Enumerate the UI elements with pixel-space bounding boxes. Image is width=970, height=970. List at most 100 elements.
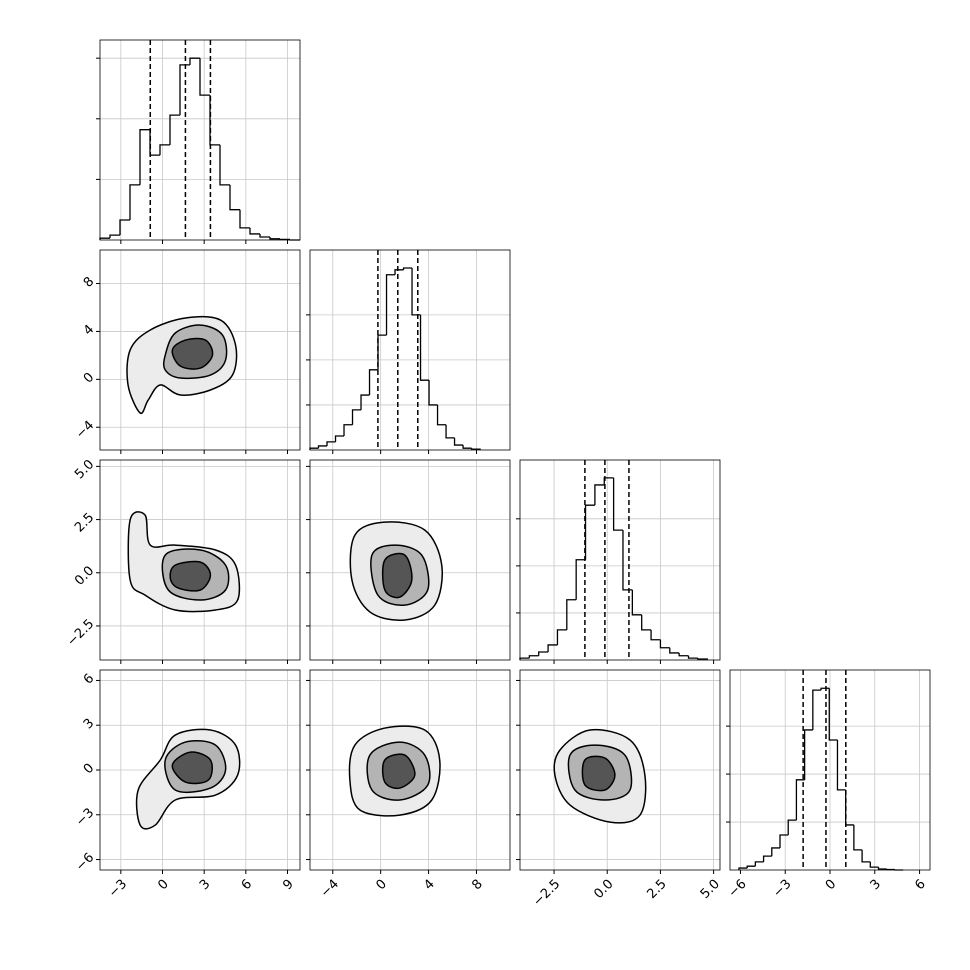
histogram-bin: [687, 655, 698, 659]
panel: [306, 459, 511, 664]
x-tick-label: −4: [318, 877, 342, 901]
histogram-bin: [279, 238, 290, 241]
histogram-bin: [622, 530, 633, 591]
histogram-bin: [641, 614, 652, 631]
panel-frame: [519, 459, 721, 661]
histogram-bin: [612, 477, 623, 531]
contour: [171, 337, 214, 370]
histogram-bin: [877, 867, 887, 870]
panel-frame: [309, 669, 511, 871]
histogram-bin: [820, 687, 830, 691]
histogram-bin: [697, 658, 708, 660]
histogram-bin: [139, 129, 150, 185]
histogram-bin: [326, 441, 336, 446]
panel: −4 0 4 8: [73, 249, 301, 454]
histogram-bin: [343, 424, 353, 437]
histogram-bin: [360, 394, 370, 410]
histogram-bin: [566, 599, 577, 630]
histogram-bin: [853, 824, 863, 851]
histogram-bin: [259, 233, 270, 238]
x-tick-label: 6: [912, 877, 928, 893]
x-tick-label: −2.5: [530, 877, 563, 910]
histogram-bin: [189, 57, 200, 65]
histogram-bin: [738, 867, 748, 870]
histogram-bin: [436, 404, 447, 426]
histogram-bin: [470, 448, 481, 450]
histogram-bin: [109, 234, 120, 239]
panel: −6 −3 0 3 6: [726, 669, 931, 901]
x-tick-label: 5.0: [698, 877, 723, 902]
panel: [96, 39, 301, 244]
y-tick-label: 3: [81, 716, 97, 732]
y-tick-label: 4: [81, 322, 97, 338]
x-tick-label: 4: [421, 877, 437, 893]
histogram-bin: [419, 314, 430, 381]
panel-frame: [309, 459, 511, 661]
histogram-bin: [411, 268, 421, 316]
histogram-bin: [402, 267, 413, 270]
y-tick-label: −4: [73, 418, 97, 442]
x-tick-label: 8: [469, 877, 485, 893]
histogram-bin: [669, 647, 680, 654]
panel-frame: [99, 459, 301, 661]
histogram-bin: [746, 865, 756, 869]
panel: [516, 459, 721, 664]
x-tick-label: −3: [106, 877, 130, 901]
histogram-bin: [779, 834, 789, 848]
histogram-bin: [861, 849, 871, 863]
histogram-bin: [812, 689, 822, 730]
histogram-bin: [159, 144, 170, 156]
histogram-bin: [795, 779, 805, 821]
histogram-bin: [453, 437, 464, 446]
y-tick-label: 0.0: [72, 563, 97, 588]
histogram-bin: [659, 639, 670, 649]
panel-frame: [99, 39, 301, 241]
panel: −3 0 3 6 9 −6 −3 0 3 6: [73, 669, 301, 901]
histogram-bin: [317, 445, 328, 449]
y-tick-label: 0: [81, 370, 97, 386]
histogram-bin: [631, 589, 642, 616]
y-tick-label: 2.5: [72, 510, 97, 535]
x-tick-label: 0.0: [591, 877, 616, 902]
x-tick-label: 0: [373, 877, 389, 893]
histogram-bin: [334, 435, 345, 442]
contour: [581, 755, 616, 792]
histogram-bin: [129, 184, 140, 220]
x-tick-label: 2.5: [644, 877, 669, 902]
histogram-bin: [209, 95, 220, 146]
contour: [381, 552, 413, 599]
panel: −2.5 0.0 2.5 5.0: [516, 669, 723, 910]
histogram-bin: [845, 789, 854, 826]
x-tick-label: −3: [770, 877, 794, 901]
panel-frame: [99, 249, 301, 451]
x-tick-label: 0: [155, 877, 171, 893]
x-tick-label: 3: [197, 877, 213, 893]
histogram-bin: [528, 655, 539, 659]
histogram-bin: [428, 380, 438, 406]
contour: [381, 753, 416, 790]
histogram-bin: [385, 274, 396, 336]
histogram-bin: [377, 334, 387, 370]
y-tick-label: −3: [73, 805, 97, 829]
panel: −2.5 0.0 2.5 5.0: [64, 457, 301, 664]
histogram-bin: [179, 64, 190, 116]
panel-frame: [729, 669, 931, 871]
histogram-bin: [199, 58, 210, 96]
panel: [306, 249, 511, 454]
panel-frame: [519, 669, 721, 871]
histogram-bin: [836, 740, 846, 791]
histogram-bin: [771, 847, 780, 857]
histogram-bin: [229, 184, 240, 211]
histogram-bin: [650, 629, 661, 641]
histogram-bin: [803, 729, 813, 780]
histogram-bin: [239, 209, 250, 229]
x-tick-label: 9: [280, 877, 296, 893]
histogram-bin: [351, 409, 362, 425]
histogram-bin: [575, 559, 586, 600]
contour: [171, 751, 213, 785]
histogram-bin: [462, 445, 472, 449]
histogram-bin: [249, 227, 260, 235]
x-tick-label: −6: [726, 877, 750, 901]
histogram-bin: [219, 144, 230, 186]
